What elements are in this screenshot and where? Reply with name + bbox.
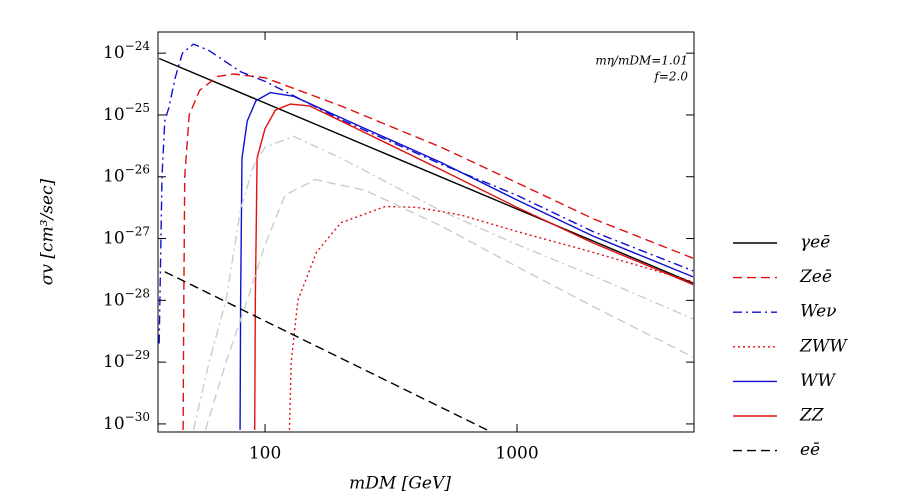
series-line xyxy=(192,135,694,431)
y-tick-label: 10−24 xyxy=(103,39,150,63)
y-axis-label: σv [cm³/sec] xyxy=(38,178,58,285)
legend-label: Zeē xyxy=(799,267,832,287)
y-tick-label: 10−26 xyxy=(103,162,150,186)
series-line xyxy=(182,73,694,430)
plot-frame xyxy=(157,31,695,433)
legend-label: ZZ xyxy=(799,406,825,426)
legend-label: Weν xyxy=(800,302,836,322)
x-tick-label: 1000 xyxy=(495,444,538,464)
series-line xyxy=(288,205,694,430)
legend-label: WW xyxy=(800,371,836,391)
y-tick-label: 10−25 xyxy=(103,100,150,124)
series-line xyxy=(158,57,694,284)
series-line xyxy=(239,91,694,430)
legend-label: eē xyxy=(800,440,820,460)
series-line xyxy=(204,178,694,431)
y-tick-label: 10−28 xyxy=(103,286,150,310)
annotation: mη/mDM=1.01 xyxy=(595,54,688,68)
y-tick-label: 10−29 xyxy=(103,348,150,372)
y-tick-label: 10−30 xyxy=(103,409,150,433)
x-tick-label: 100 xyxy=(249,444,281,464)
x-axis-label: mDM [GeV] xyxy=(349,474,451,494)
series-line xyxy=(158,43,694,344)
annotation: f=2.0 xyxy=(653,70,688,84)
legend-label: ZWW xyxy=(799,336,848,356)
y-tick-label: 10−27 xyxy=(103,224,150,248)
legend-label: γeē xyxy=(800,233,830,253)
series-line xyxy=(254,103,694,430)
plot-lines xyxy=(158,43,694,432)
series-line xyxy=(164,271,491,432)
